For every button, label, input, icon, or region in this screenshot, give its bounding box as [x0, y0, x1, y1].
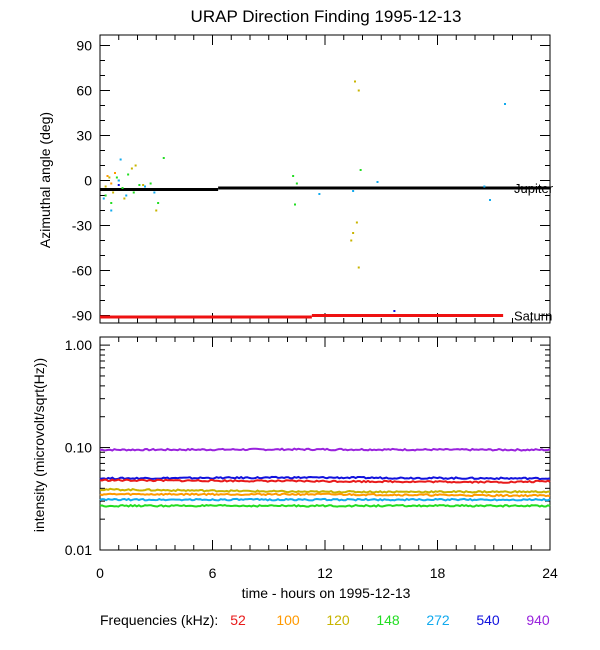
intensity-series-120 — [99, 487, 550, 494]
intensity-series-52 — [99, 478, 551, 484]
direction-point — [489, 199, 491, 201]
direction-point — [108, 176, 111, 179]
direction-point — [354, 80, 356, 83]
direction-point — [123, 197, 126, 200]
chart-title: URAP Direction Finding 1995-12-13 — [191, 7, 462, 26]
direction-point — [106, 175, 109, 177]
direction-point — [102, 197, 105, 200]
time-tick-label: 6 — [209, 565, 217, 581]
direction-point — [295, 182, 298, 185]
direction-point — [393, 310, 396, 312]
direction-point — [127, 173, 130, 176]
direction-points — [102, 80, 506, 312]
direction-point — [104, 185, 107, 188]
direction-point — [350, 239, 353, 242]
direction-point — [504, 103, 506, 105]
azimuth-tick-labels: 90 60 30 0 -30 -60 -90 — [72, 38, 92, 324]
intensity-series-148 — [99, 503, 551, 508]
direction-point — [352, 190, 355, 192]
azimuth-tick-label: 0 — [84, 173, 92, 189]
direction-point — [110, 209, 113, 212]
intensity-series-540 — [99, 475, 551, 481]
direction-point — [292, 175, 295, 177]
intensity-panel: 1.00 0.10 0.01 0 6 12 18 24 intensity (microvo… — [31, 336, 558, 601]
time-axis-label: time - hours on 1995-12-13 — [242, 585, 411, 601]
intensity-series — [99, 447, 551, 508]
direction-point — [359, 169, 362, 171]
time-tick-label: 12 — [317, 565, 333, 581]
direction-point — [155, 209, 158, 212]
intensity-tick-label: 1.00 — [65, 337, 92, 353]
direction-point — [134, 164, 137, 167]
direction-point — [110, 182, 113, 185]
azimuth-panel: 90 60 30 0 -30 -60 -90 Jupiter Saturn Azimuthal… — [37, 34, 554, 324]
direction-point — [121, 187, 124, 189]
direction-point — [144, 185, 146, 188]
direction-point — [142, 184, 145, 186]
intensity-plot-frame — [99, 336, 551, 551]
legend-label: Frequencies (kHz): — [100, 612, 218, 628]
azimuth-tick-label: -30 — [72, 218, 92, 234]
legend-item-52: 52 — [230, 612, 246, 628]
intensity-ticks — [99, 337, 551, 551]
direction-point — [117, 184, 120, 186]
frequency-legend: Frequencies (kHz): 52 100 120 148 272 540 940 — [100, 612, 550, 628]
reference-label-saturn: Saturn — [514, 309, 552, 324]
time-tick-label: 18 — [430, 565, 446, 581]
azimuth-ticks — [99, 35, 551, 323]
direction-point — [132, 191, 135, 194]
intensity-series-940 — [99, 447, 551, 452]
legend-item-940: 940 — [526, 612, 550, 628]
azimuth-tick-label: 90 — [76, 38, 92, 54]
legend-item-540: 540 — [476, 612, 500, 628]
intensity-axis-label: intensity (microvolt/sqrt(Hz)) — [31, 358, 47, 532]
time-tick-label: 0 — [96, 565, 104, 581]
intensity-series-100 — [99, 492, 551, 498]
direction-point — [153, 191, 156, 194]
time-tick-labels: 0 6 12 18 24 — [96, 565, 558, 581]
direction-point — [162, 157, 165, 159]
azimuth-tick-label: -90 — [72, 308, 92, 324]
intensity-tick-label: 0.10 — [65, 440, 92, 456]
direction-point — [157, 202, 160, 204]
direction-point — [130, 167, 133, 170]
azimuth-tick-label: 30 — [76, 128, 92, 144]
reference-label-jupiter: Jupiter — [514, 181, 554, 196]
direction-point — [318, 193, 321, 195]
direction-point — [149, 182, 152, 185]
direction-point — [114, 172, 116, 174]
direction-point — [112, 191, 115, 194]
azimuth-tick-label: -60 — [72, 263, 92, 279]
time-tick-label: 24 — [542, 565, 558, 581]
direction-point — [138, 184, 141, 186]
direction-point — [483, 185, 486, 188]
legend-item-272: 272 — [426, 612, 450, 628]
legend-item-148: 148 — [376, 612, 400, 628]
direction-point — [376, 181, 379, 183]
direction-point — [125, 194, 128, 197]
direction-point — [115, 176, 118, 179]
direction-point — [117, 179, 120, 182]
azimuth-tick-label: 60 — [76, 83, 92, 99]
azimuth-axis-label: Azimuthal angle (deg) — [37, 112, 53, 248]
intensity-tick-labels: 1.00 0.10 0.01 — [65, 337, 92, 558]
direction-point — [352, 232, 355, 234]
azimuth-plot-frame — [99, 34, 551, 324]
intensity-tick-label: 0.01 — [65, 542, 92, 558]
legend-item-120: 120 — [326, 612, 350, 628]
direction-point — [104, 194, 107, 197]
direction-point — [355, 221, 358, 224]
direction-point — [357, 266, 360, 269]
direction-point — [357, 89, 360, 92]
reference-lines: Jupiter Saturn — [100, 181, 554, 324]
direction-point — [294, 203, 296, 206]
direction-point — [110, 202, 113, 204]
legend-item-100: 100 — [276, 612, 300, 628]
intensity-series-272 — [99, 497, 551, 502]
direction-point — [119, 158, 122, 161]
